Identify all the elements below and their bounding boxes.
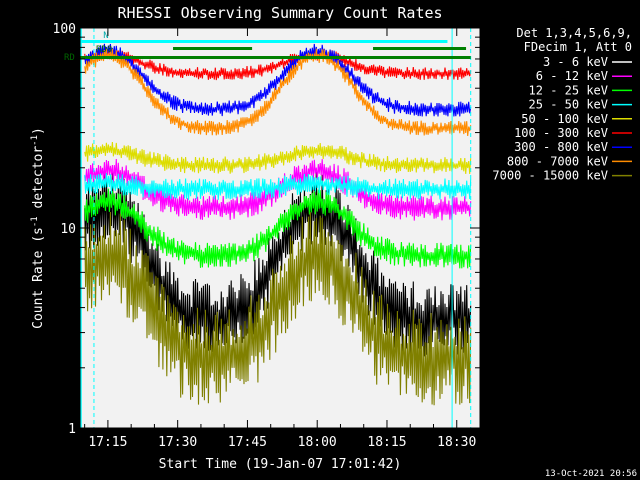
flag-bar-green <box>80 56 471 59</box>
x-tick-label-0: 17:15 <box>88 435 127 450</box>
legend-label-2: 6 - 12 keV <box>536 69 608 83</box>
flag-bar-cyan <box>80 40 448 43</box>
y-tick-label-0: 1 <box>68 422 76 437</box>
x-tick-label-2: 17:45 <box>228 435 267 450</box>
series-line-3 <box>84 188 472 269</box>
x-tick-label-5: 18:30 <box>437 435 476 450</box>
y-axis-label-end: ) <box>31 127 46 135</box>
series-line-1 <box>84 170 472 357</box>
y-axis-label-main: Count Rate (s <box>31 227 46 329</box>
flag-label-rd0: RD0 <box>96 45 112 55</box>
flag-label-rd: RD <box>64 53 75 63</box>
series-line-8 <box>84 48 472 137</box>
y-axis-label-mid: detector <box>31 146 46 217</box>
legend-label-7: 300 - 800 keV <box>514 140 608 154</box>
y-axis-label-sup2: -1 <box>30 135 40 146</box>
series-line-5 <box>84 142 472 174</box>
series-layer <box>84 43 472 406</box>
legend-label-3: 12 - 25 keV <box>529 83 608 97</box>
series-line-4 <box>84 173 472 200</box>
legend-header-2: FDecim 1, Att 0 <box>524 40 632 54</box>
flag-label-n: N <box>103 31 108 41</box>
tick-layer: 17:15 17:30 17:45 18:00 18:15 18:30 1 10 100 <box>53 22 480 450</box>
x-tick-label-3: 18:00 <box>298 435 337 450</box>
legend-label-9: 7000 - 15000 keV <box>492 169 608 183</box>
series-line-2 <box>84 158 472 221</box>
legend-label-5: 50 - 100 keV <box>521 112 608 126</box>
x-axis-label: Start Time (19-Jan-07 17:01:42) <box>159 457 402 472</box>
x-tick-label-1: 17:30 <box>158 435 197 450</box>
legend-label-6: 100 - 300 keV <box>514 126 608 140</box>
series-line-7 <box>84 43 472 117</box>
y-tick-label-2: 100 <box>53 22 76 37</box>
series-line-6 <box>84 48 472 81</box>
legend-label-1: 3 - 6 keV <box>543 55 608 69</box>
x-tick-label-4: 18:15 <box>367 435 406 450</box>
series-line-9 <box>84 211 472 406</box>
chart-title: RHESSI Observing Summary Count Rates <box>117 4 442 22</box>
flag-bar-green-2 <box>173 47 253 50</box>
flag-bar-green-3 <box>373 47 467 50</box>
legend-label-8: 800 - 7000 keV <box>507 154 608 168</box>
y-tick-label-1: 10 <box>60 222 76 237</box>
y-axis-label: Count Rate (s-1 detector-1) <box>30 127 46 329</box>
y-axis-label-sup1: -1 <box>30 216 40 227</box>
legend-label-4: 25 - 50 keV <box>529 98 608 112</box>
legend-header-1: Det 1,3,4,5,6,9, <box>516 26 632 40</box>
generation-timestamp: 13-Oct-2021 20:56 <box>545 469 637 479</box>
